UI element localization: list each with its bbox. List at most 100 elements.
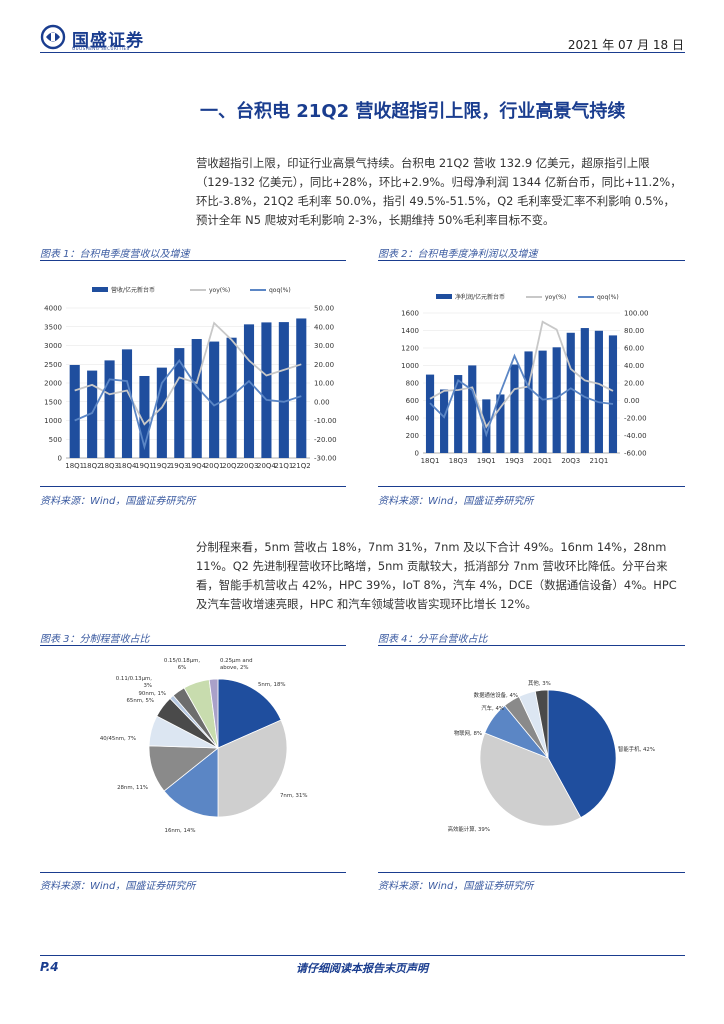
chart2-legend-qoq-label: qoq(%) [597, 294, 619, 301]
figure-2-rule [378, 260, 685, 261]
chart4-slice-label: 汽车, 4% [481, 704, 504, 712]
chart1-bar [104, 360, 115, 458]
figure-2-source: 资料来源：Wind，国盛证券研究所 [378, 496, 534, 507]
chart1-bar [156, 367, 167, 458]
chart3-slice-label: 0.15/0.18μm, 6% [164, 658, 201, 671]
chart1-y-left-tick: 500 [49, 436, 62, 444]
chart1-y-right-tick: 10.00 [314, 380, 334, 388]
figure-4-bottom-rule [378, 872, 685, 873]
report-date: 2021 年 07 月 18 日 [567, 38, 684, 52]
page-number: P.4 [40, 960, 59, 974]
chart1-line-qoq [74, 358, 302, 451]
chart2-x-tick: 20Q3 [561, 457, 580, 465]
logo-icon [40, 24, 66, 50]
figure-1-source: 资料来源：Wind，国盛证券研究所 [40, 496, 196, 507]
chart1-x-tick: 18Q1 [65, 462, 84, 470]
chart1-legend-yoy-label: yoy(%) [209, 287, 230, 294]
chart3-slice-label: 28nm, 11% [117, 785, 148, 791]
chart1-bar [69, 364, 80, 458]
chart2-x-tick: 18Q1 [421, 457, 440, 465]
chart1-y-right-tick: 40.00 [314, 323, 334, 331]
chart1-x-tick: 19Q1 [135, 462, 154, 470]
chart2-y-left-tick: 800 [406, 380, 419, 388]
chart2-y-left-tick: 1400 [401, 327, 419, 335]
figure-4-rule [378, 645, 685, 646]
chart2-y-left-tick: 1600 [401, 310, 419, 318]
chart1-x-tick: 18Q3 [100, 462, 119, 470]
chart1-y-right-tick: 30.00 [314, 342, 334, 350]
chart1-bar [209, 341, 220, 458]
chart1-x-tick: 20Q3 [240, 462, 259, 470]
figure-1-bottom-rule [40, 486, 346, 487]
chart1-bar [226, 337, 237, 458]
section-title: 一、台积电 21Q2 营收超指引上限，行业高景气持续 [200, 101, 626, 122]
chart1-x-tick: 18Q4 [118, 462, 137, 470]
chart1-x-tick: 20Q4 [257, 462, 276, 470]
chart2-x-tick: 19Q1 [477, 457, 496, 465]
chart2-y-right-tick: 0.00 [624, 397, 640, 405]
chart2-bar [538, 350, 547, 453]
body-paragraph-1: 营收超指引上限，印证行业高景气持续。台积电 21Q2 营收 132.9 亿美元，… [196, 156, 682, 227]
chart1-y-left-tick: 0 [58, 455, 62, 463]
chart1-y-left-tick: 3500 [44, 323, 62, 331]
chart1-x-tick: 20Q1 [205, 462, 224, 470]
chart2-y-left-tick: 1000 [401, 362, 419, 370]
chart2-bar [454, 375, 463, 453]
chart4-slice-label: 数据通信设备, 4% [474, 691, 518, 699]
chart2-y-right-tick: -40.00 [624, 432, 647, 440]
figure-1-title: 图表 1：台积电季度营收以及增速 [40, 249, 190, 260]
chart1-y-right-tick: 0.00 [314, 398, 330, 406]
chart2-y-right-tick: 100.00 [624, 310, 649, 318]
header-divider [40, 52, 685, 53]
chart1-bar [174, 348, 185, 458]
chart1-x-tick: 19Q4 [187, 462, 206, 470]
figure-4-title: 图表 4：分平台营收占比 [378, 634, 488, 645]
logo-subtext: GUOSHENG SECURITIES [72, 46, 130, 51]
chart4-slice-label: 高效能计算, 39% [448, 825, 490, 833]
chart2-bar [580, 328, 589, 453]
chart1-legend-qoq-label: qoq(%) [269, 287, 291, 294]
figure-1-rule [40, 260, 346, 261]
chart2-line-qoq [429, 353, 614, 438]
chart1-x-tick: 20Q2 [222, 462, 241, 470]
chart3-slice-label: 40/45nm, 7% [100, 736, 136, 742]
chart2-bar [566, 332, 575, 453]
logo-text: 国盛证券 [72, 31, 144, 51]
chart2-bar [496, 394, 505, 453]
chart3-slice-label: 0.25μm and above, 2% [220, 658, 253, 671]
chart2-line-yoy [429, 320, 614, 429]
figure-3-title: 图表 3：分制程营收占比 [40, 634, 150, 645]
chart2-y-right-tick: 80.00 [624, 327, 644, 335]
chart1-x-tick: 21Q1 [274, 462, 293, 470]
chart2-y-right-tick: 20.00 [624, 380, 644, 388]
chart3-slice [208, 678, 219, 749]
chart1-y-right-tick: 50.00 [314, 305, 334, 313]
chart2-y-left-tick: 200 [406, 432, 419, 440]
footer-disclaimer: 请仔细阅读本报告末页声明 [296, 962, 428, 975]
chart2-y-left-tick: 1200 [401, 345, 419, 353]
footer-divider [40, 955, 685, 956]
chart1-bar [278, 322, 289, 458]
chart1-bar [296, 318, 307, 458]
chart2-bar [468, 365, 477, 453]
chart-quarterly-revenue: 营收/亿元新台币 yoy(%) qoq(%) 0 -30.00 500 -20.00 1000… [44, 286, 337, 470]
chart4-slice-label: 物联网, 8% [454, 729, 482, 737]
chart3-slice-label: 65nm, 5% [126, 698, 154, 704]
chart2-legend-bar-label: 净利润/亿元新台币 [455, 293, 505, 301]
chart3-slice-label: 90nm, 1% [138, 691, 166, 697]
chart-quarterly-net-profit: 净利润/亿元新台币 yoy(%) qoq(%) 0 -60.00 200 -40.00 400… [401, 293, 649, 465]
figure-2-title: 图表 2：台积电季度净利润以及增速 [378, 249, 538, 260]
chart4-slice-label: 其他, 3% [528, 679, 551, 687]
chart1-y-right-tick: -20.00 [314, 436, 337, 444]
chart1-x-tick: 21Q2 [292, 462, 311, 470]
chart1-bar [191, 339, 202, 458]
chart2-x-tick: 21Q1 [589, 457, 608, 465]
body-paragraph-2: 分制程来看，5nm 营收占 18%，7nm 31%，7nm 及以下合计 49%。… [196, 540, 677, 611]
figure-3-bottom-rule [40, 872, 346, 873]
chart2-y-left-tick: 600 [406, 397, 419, 405]
pie-chart-process-node: 5nm, 18% 7nm, 31% 16nm, 14% 28nm, 11% 40/45n… [100, 658, 308, 834]
chart3-slice-label: 5nm, 18% [258, 682, 286, 688]
chart1-bar [261, 322, 272, 458]
figure-4-source: 资料来源：Wind，国盛证券研究所 [378, 881, 534, 892]
chart1-x-tick: 19Q2 [152, 462, 171, 470]
